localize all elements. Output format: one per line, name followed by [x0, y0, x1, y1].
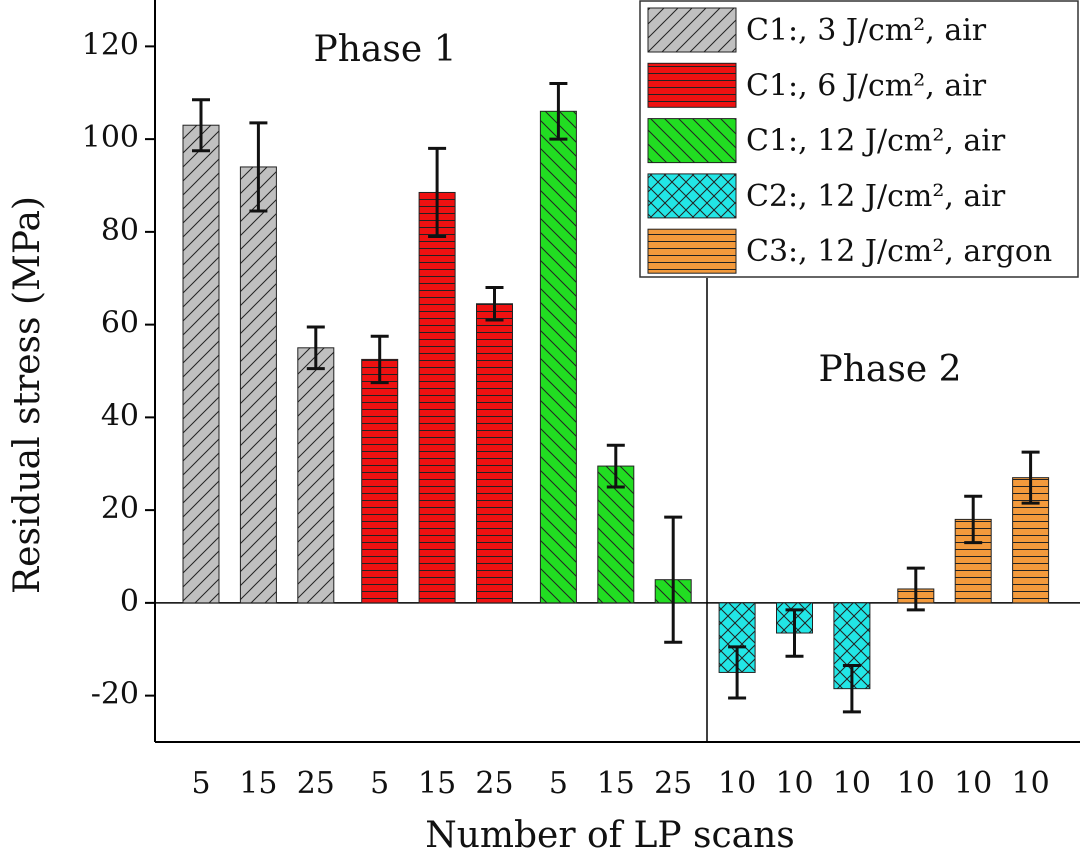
bar — [361, 358, 399, 604]
error-bar — [306, 325, 325, 371]
error-bar — [606, 443, 625, 489]
legend-swatch — [647, 62, 737, 108]
error-bar — [370, 334, 389, 385]
error-bar — [549, 81, 568, 141]
error-bar — [485, 286, 504, 322]
legend-swatch — [647, 173, 737, 219]
y-tick-label: 20 — [101, 491, 139, 526]
bar — [539, 110, 577, 604]
legend-label: C1:, 6 J/cm², air — [746, 68, 987, 103]
error-bar — [785, 608, 804, 658]
y-tick-label: 60 — [101, 306, 139, 341]
x-tick-label: 25 — [475, 766, 513, 801]
bar — [476, 303, 513, 604]
y-tick-label: 0 — [120, 584, 139, 619]
bar — [297, 347, 335, 604]
y-tick-label: 80 — [101, 213, 139, 248]
legend-swatch — [647, 118, 737, 164]
y-tick-label: 40 — [101, 398, 139, 433]
x-axis-label: Number of LP scans — [425, 815, 795, 856]
y-tick-label: 100 — [82, 120, 139, 155]
bar — [182, 124, 220, 604]
x-tick-label: 10 — [897, 766, 935, 801]
annotation: Phase 1 — [314, 29, 457, 70]
error-bar — [249, 121, 268, 213]
x-tick-label: 5 — [549, 766, 568, 801]
error-bar — [1021, 450, 1040, 505]
legend-label: C1:, 12 J/cm², air — [746, 124, 1006, 159]
legend: C1:, 3 J/cm², air C1:, 6 J/cm², air C1:, 1… — [639, 0, 1079, 278]
legend-swatch — [647, 228, 737, 274]
x-tick-label: 5 — [191, 766, 210, 801]
annotation: Phase 2 — [819, 349, 962, 390]
error-bar — [192, 98, 210, 153]
x-tick-label: 15 — [418, 766, 456, 801]
y-tick-label: 120 — [82, 27, 139, 62]
x-tick-label: 25 — [297, 766, 335, 801]
x-tick-label: 10 — [954, 766, 992, 801]
x-tick-label: 5 — [370, 766, 389, 801]
error-bar — [906, 566, 925, 612]
x-tick-label: 15 — [597, 766, 635, 801]
x-tick-label: 10 — [718, 766, 756, 801]
error-bar — [428, 146, 447, 239]
bar — [597, 465, 635, 604]
error-bar — [842, 663, 861, 714]
legend-label: C1:, 3 J/cm², air — [746, 13, 987, 48]
legend-label: C2:, 12 J/cm², air — [746, 179, 1006, 214]
x-tick-label: 15 — [239, 766, 277, 801]
x-tick-label: 10 — [775, 766, 813, 801]
y-axis-label: Residual stress (MPa) — [7, 196, 48, 594]
x-tick-label: 25 — [654, 766, 692, 801]
bar — [418, 191, 456, 604]
y-tick-label: -20 — [91, 677, 139, 712]
error-bar — [664, 515, 683, 644]
x-tick-label: 10 — [1012, 766, 1050, 801]
error-bar — [728, 645, 747, 700]
legend-label: C3:, 12 J/cm², argon — [746, 234, 1052, 269]
x-tick-label: 10 — [833, 766, 871, 801]
error-bar — [964, 494, 983, 545]
bar — [239, 166, 277, 604]
legend-swatch — [647, 7, 737, 53]
